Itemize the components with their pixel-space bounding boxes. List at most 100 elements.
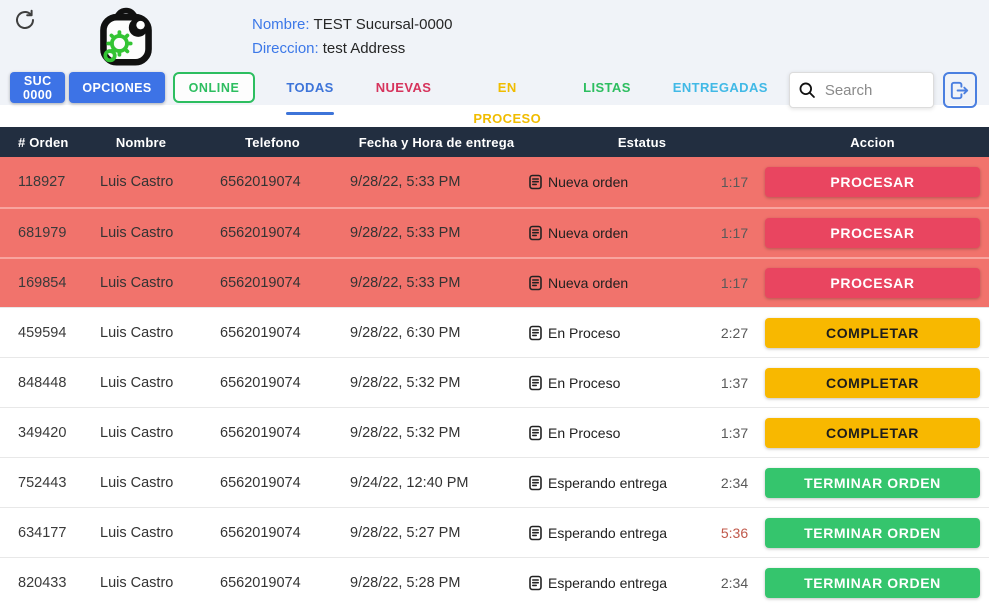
elapsed-time: 1:17 — [720, 275, 749, 291]
status-label: Nueva orden — [548, 275, 629, 291]
column-header-datetime: Fecha y Hora de entrega — [358, 134, 515, 150]
search-input[interactable] — [824, 81, 925, 99]
online-status-button[interactable]: ONLINE — [172, 72, 256, 103]
table-row: 349420 Luis Castro 6562019074 9/28/22, 5… — [0, 407, 989, 457]
customer-name-cell: Luis Castro — [100, 374, 174, 391]
action-cell: TERMINAR ORDEN — [756, 567, 989, 598]
customer-name-cell: Luis Castro — [100, 225, 174, 241]
phone-cell: 6562019074 — [220, 225, 301, 241]
table-row: 118927 Luis Castro 6562019074 9/28/22, 5… — [0, 157, 989, 207]
action-button-completar[interactable]: COMPLETAR — [765, 417, 980, 448]
refresh-icon — [13, 9, 37, 35]
tab-active-underline — [583, 112, 631, 115]
table-row: 752443 Luis Castro 6562019074 9/24/22, 1… — [0, 457, 989, 507]
action-button-procesar[interactable]: PROCESAR — [765, 268, 980, 298]
status-label: En Proceso — [548, 324, 621, 341]
action-button-completar[interactable]: COMPLETAR — [765, 367, 980, 398]
status-cell: Esperando entrega — [528, 525, 713, 541]
delivery-datetime-cell: 9/28/22, 5:33 PM — [350, 174, 461, 190]
tab-active-underline — [673, 112, 768, 115]
status-cell: Nueva orden — [528, 174, 713, 190]
elapsed-time: 2:34 — [720, 574, 749, 591]
order-number-cell: 459594 — [18, 324, 67, 341]
store-name-line: Nombre: TEST Sucursal-0000 — [252, 13, 453, 37]
order-document-icon — [528, 325, 543, 341]
search-box — [788, 72, 934, 108]
order-number-cell: 634177 — [18, 524, 67, 541]
status-cell: Esperando entrega — [528, 575, 713, 591]
status-cell: Nueva orden — [528, 275, 713, 291]
status-label: Esperando entrega — [548, 524, 668, 541]
store-name-value: TEST Sucursal-0000 — [313, 16, 453, 33]
opciones-button[interactable]: OPCIONES — [69, 72, 165, 103]
elapsed-time: 1:37 — [720, 424, 749, 441]
status-cell: En Proceso — [528, 325, 713, 341]
delivery-datetime-cell: 9/28/22, 5:28 PM — [350, 574, 461, 591]
store-address-value: test Address — [322, 40, 406, 57]
action-cell: PROCESAR — [756, 167, 989, 197]
order-number-cell: 349420 — [18, 424, 67, 441]
status-label: En Proceso — [548, 424, 621, 441]
logout-icon — [948, 79, 971, 102]
tab-label: ENTREGADAS — [672, 80, 768, 95]
table-row: 681979 Luis Castro 6562019074 9/28/22, 5… — [0, 207, 989, 257]
status-label: Nueva orden — [548, 225, 629, 241]
action-button-completar[interactable]: COMPLETAR — [765, 317, 980, 348]
action-button-terminar-orden[interactable]: TERMINAR ORDEN — [765, 467, 980, 498]
table-row: 820433 Luis Castro 6562019074 9/28/22, 5… — [0, 557, 989, 606]
tab-active-underline — [376, 112, 432, 115]
store-info: Nombre: TEST Sucursal-0000 Direccion: test… — [252, 13, 453, 61]
phone-cell: 6562019074 — [220, 424, 301, 441]
tab-label: EN PROCESO — [473, 80, 542, 126]
tab-nuevas[interactable]: NUEVAS — [355, 72, 453, 146]
store-address-label: Direccion: — [252, 40, 319, 57]
table-body: 118927 Luis Castro 6562019074 9/28/22, 5… — [0, 157, 989, 606]
tabs: TODAS NUEVAS EN PROCESO LISTAS ENTREGADA… — [265, 72, 788, 146]
table-header: # Orden Nombre Telefono Fecha y Hora de … — [0, 127, 989, 157]
order-number-cell: 169854 — [18, 275, 67, 291]
column-header-order: # Orden — [18, 134, 69, 150]
toolbar-underline-strip — [0, 105, 989, 127]
delivery-datetime-cell: 9/28/22, 6:30 PM — [350, 324, 461, 341]
table-row: 634177 Luis Castro 6562019074 9/28/22, 5… — [0, 507, 989, 557]
phone-cell: 6562019074 — [220, 474, 301, 491]
phone-cell: 6562019074 — [220, 524, 301, 541]
customer-name-cell: Luis Castro — [100, 474, 174, 491]
action-button-terminar-orden[interactable]: TERMINAR ORDEN — [765, 567, 980, 598]
action-cell: COMPLETAR — [756, 367, 989, 398]
table-row: 169854 Luis Castro 6562019074 9/28/22, 5… — [0, 257, 989, 307]
phone-cell: 6562019074 — [220, 324, 301, 341]
delivery-datetime-cell: 9/28/22, 5:33 PM — [350, 225, 461, 241]
delivery-datetime-cell: 9/28/22, 5:27 PM — [350, 524, 461, 541]
elapsed-time: 2:34 — [720, 474, 749, 491]
status-cell: En Proceso — [528, 425, 713, 441]
tab-todas[interactable]: TODAS — [265, 72, 354, 146]
phone-cell: 6562019074 — [220, 275, 301, 291]
action-button-terminar-orden[interactable]: TERMINAR ORDEN — [765, 517, 980, 548]
order-number-cell: 848448 — [18, 374, 67, 391]
search-icon — [798, 81, 816, 99]
store-address-line: Direccion: test Address — [252, 37, 453, 61]
page-header: Nombre: TEST Sucursal-0000 Direccion: test… — [0, 0, 989, 72]
tab-listas[interactable]: LISTAS — [562, 72, 652, 146]
action-cell: TERMINAR ORDEN — [756, 467, 989, 498]
action-button-procesar[interactable]: PROCESAR — [765, 167, 980, 197]
tab-entregadas[interactable]: ENTREGADAS — [652, 72, 789, 146]
sucursal-button[interactable]: SUC 0000 — [10, 72, 66, 103]
order-document-icon — [528, 375, 543, 391]
refresh-button[interactable] — [12, 8, 38, 34]
customer-name-cell: Luis Castro — [100, 324, 174, 341]
delivery-datetime-cell: 9/28/22, 5:32 PM — [350, 374, 461, 391]
order-document-icon — [528, 475, 543, 491]
phone-cell: 6562019074 — [220, 174, 301, 190]
status-cell: Nueva orden — [528, 225, 713, 241]
logout-button[interactable] — [942, 72, 977, 108]
order-document-icon — [528, 275, 543, 291]
tab-active-underline — [286, 112, 334, 115]
elapsed-time: 1:17 — [720, 225, 749, 241]
column-header-action: Accion — [850, 134, 895, 150]
customer-name-cell: Luis Castro — [100, 174, 174, 190]
action-button-procesar[interactable]: PROCESAR — [765, 218, 980, 248]
order-document-icon — [528, 525, 543, 541]
tab-en-proceso[interactable]: EN PROCESO — [452, 72, 562, 146]
